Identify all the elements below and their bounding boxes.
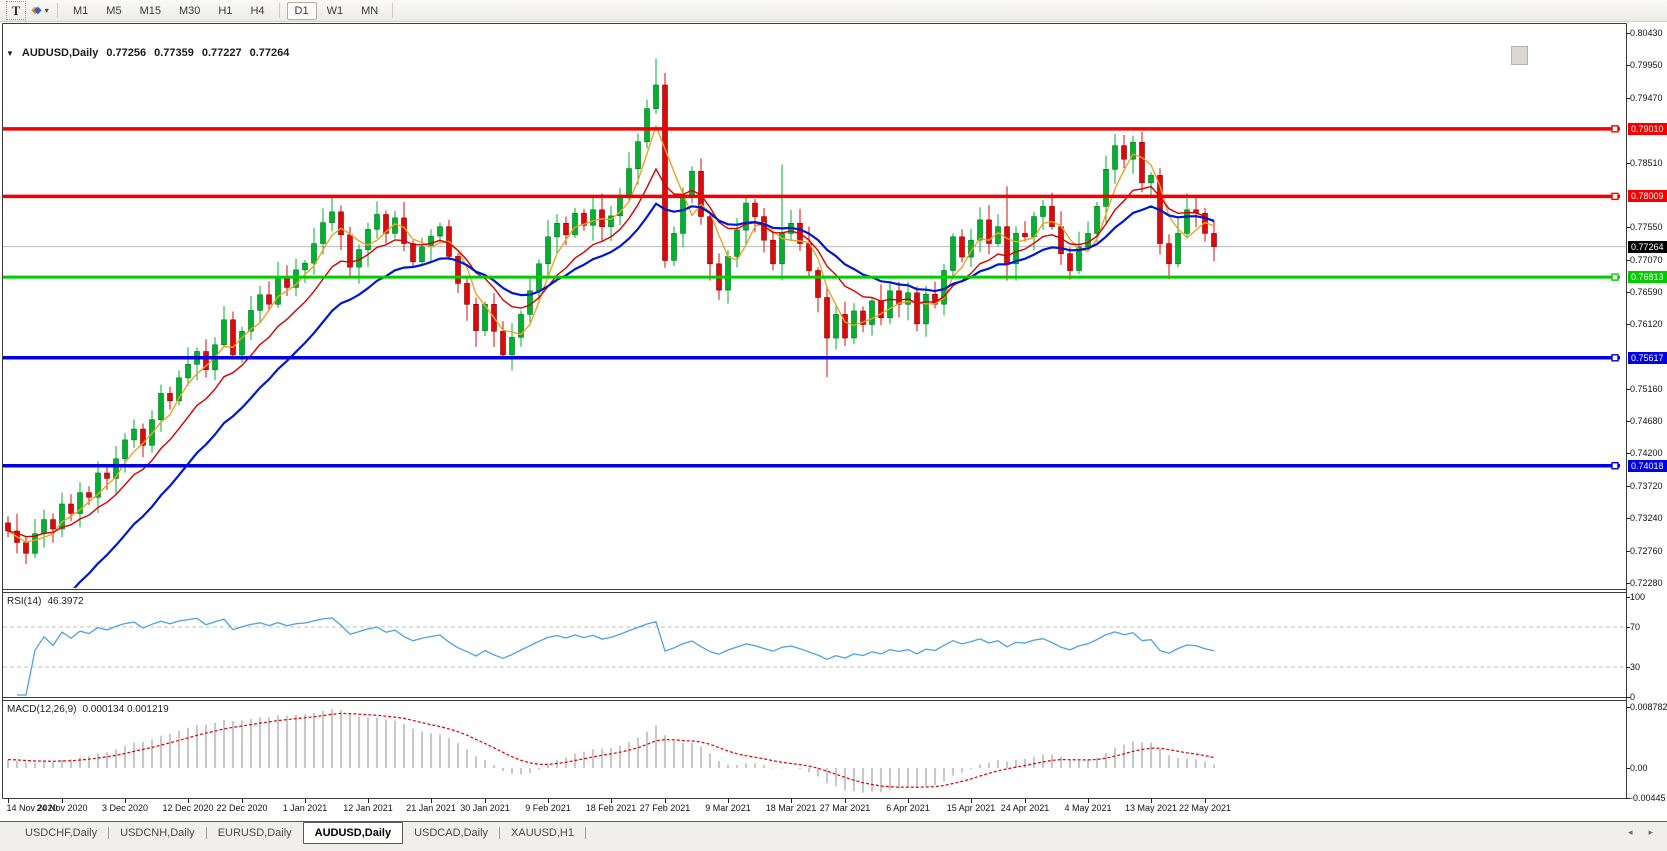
tab-separator (108, 827, 110, 839)
timeframe-button-w1[interactable]: W1 (326, 4, 344, 17)
timeframe-button-mn[interactable]: MN (361, 4, 379, 17)
tab-separator (585, 827, 586, 839)
ohlc-close: 0.77264 (249, 47, 290, 59)
styles-dropdown-button[interactable]: ◆ ◆ ▾ (30, 1, 50, 20)
tab-audusd-daily[interactable]: AUDUSD,Daily (302, 822, 404, 844)
styles-icon: ◆ (33, 4, 42, 16)
timeframe-button-m5[interactable]: M5 (106, 4, 122, 17)
chart-window: ▼ AUDUSD,Daily 0.77256 0.77359 0.77227 0… (0, 21, 1667, 822)
ohlc-open: 0.77256 (106, 47, 147, 59)
chart-canvas[interactable] (0, 21, 1667, 851)
chart-tab-bar: USDCHF,Daily USDCNH,Daily EURUSD,Daily AUDU… (0, 821, 1667, 851)
toolbar-separator (278, 3, 281, 18)
tab-scroll-right-icon[interactable]: ▸ (1648, 827, 1653, 837)
tabs-strip: USDCHF,Daily USDCNH,Daily EURUSD,Daily AUDU… (14, 822, 586, 844)
collapse-arrow-icon[interactable]: ▼ (6, 48, 14, 58)
timeframe-button-h1[interactable]: H1 (218, 4, 233, 17)
text-tool-button[interactable]: T (6, 1, 26, 20)
tab-xauusd-h1[interactable]: XAUUSD,H1 (511, 827, 574, 839)
timeframe-button-m1[interactable]: M1 (73, 4, 89, 17)
ohlc-low: 0.77227 (201, 47, 242, 59)
chart-title: ▼ AUDUSD,Daily 0.77256 0.77359 0.77227 0… (6, 47, 297, 59)
tab-usdcad-daily[interactable]: USDCAD,Daily (414, 827, 489, 839)
timeframe-group: M1 M5 M15 M30 H1 H4 D1 W1 MN (64, 1, 399, 20)
tab-scroll-arrows: ◂ ▸ (1628, 827, 1653, 838)
top-toolbar: T ◆ ◆ ▾ M1 M5 M15 M30 H1 H4 D1 W1 MN (0, 0, 1667, 22)
symbol-label: AUDUSD,Daily (21, 47, 99, 59)
ohlc-high: 0.77359 (154, 47, 194, 59)
timeframe-button-d1[interactable]: D1 (286, 1, 317, 20)
tab-eurusd-daily[interactable]: EURUSD,Daily (217, 827, 292, 839)
tab-usdcnh-daily[interactable]: USDCNH,Daily (120, 827, 195, 839)
toolbar-separator (392, 3, 394, 18)
scrollbar-thumb[interactable] (1511, 46, 1528, 65)
tab-usdchf-daily[interactable]: USDCHF,Daily (25, 827, 98, 839)
styles-icon: ◆ (31, 4, 39, 16)
rsi-label: RSI(14) 46.3972 (7, 596, 84, 607)
chevron-down-icon: ▾ (44, 6, 49, 15)
timeframe-button-h4[interactable]: H4 (250, 4, 265, 17)
timeframe-button-m30[interactable]: M30 (178, 4, 201, 17)
tab-scroll-left-icon[interactable]: ◂ (1627, 827, 1633, 837)
tab-separator (499, 827, 501, 839)
toolbar-separator (57, 3, 59, 18)
macd-label: MACD(12,26,9) 0.000134 0.001219 (7, 704, 169, 715)
tab-separator (205, 827, 207, 839)
timeframe-button-m15[interactable]: M15 (139, 4, 161, 17)
